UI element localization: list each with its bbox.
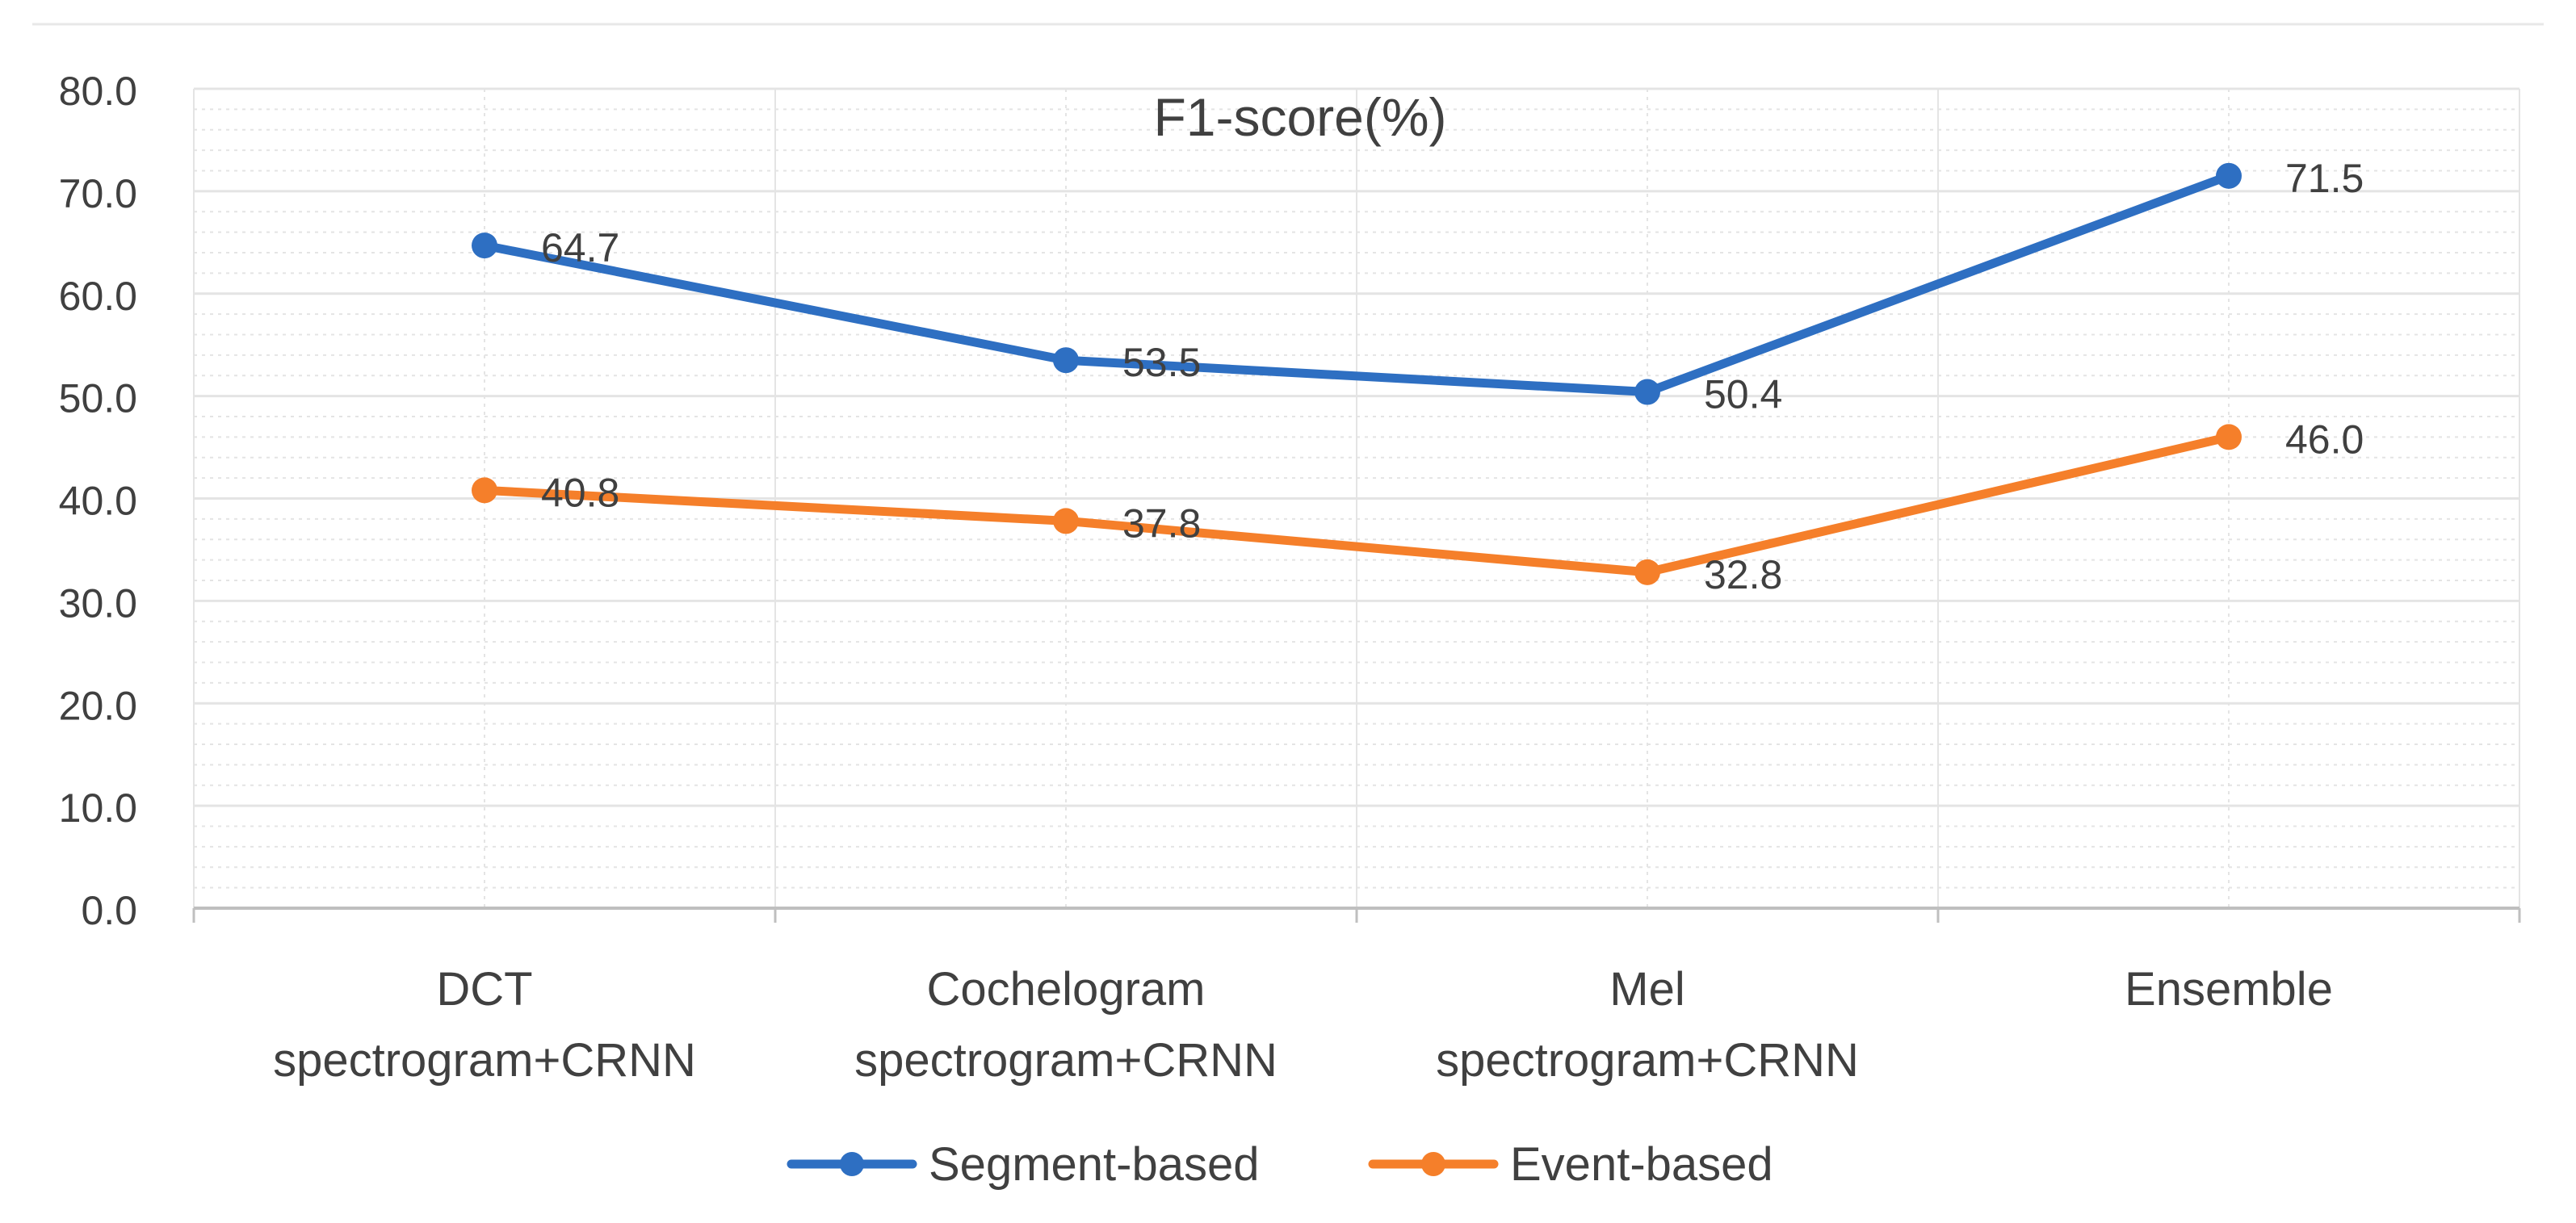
- data-point[interactable]: [472, 477, 497, 504]
- data-label: 64.7: [541, 225, 619, 270]
- data-label: 32.8: [1704, 552, 1782, 597]
- data-point[interactable]: [1634, 559, 1660, 585]
- data-point[interactable]: [1634, 379, 1660, 405]
- x-tick-label: Cochelogram: [927, 963, 1206, 1016]
- x-tick-label: spectrogram+CRNN: [1436, 1034, 1859, 1087]
- y-tick-label: 40.0: [59, 479, 137, 524]
- series-line: [480, 432, 2234, 577]
- series-event-based: 40.8 37.8 32.8 46.0: [472, 417, 2364, 597]
- data-point[interactable]: [1053, 508, 1079, 534]
- data-point[interactable]: [2216, 424, 2242, 450]
- legend: Segment-based Event-based: [787, 1138, 1773, 1191]
- data-point[interactable]: [472, 232, 497, 259]
- data-label: 50.4: [1704, 372, 1782, 417]
- legend-item[interactable]: Segment-based: [787, 1138, 1259, 1191]
- y-tick-label: 60.0: [59, 274, 137, 319]
- y-tick-label: 30.0: [59, 580, 137, 626]
- y-tick-label: 20.0: [59, 683, 137, 728]
- data-point[interactable]: [2216, 162, 2242, 189]
- legend-label: Event-based: [1510, 1138, 1773, 1191]
- legend-item[interactable]: Event-based: [1368, 1138, 1773, 1191]
- legend-label: Segment-based: [929, 1138, 1259, 1191]
- series-segment-based: 64.7 53.5 50.4 71.5: [472, 156, 2364, 417]
- data-label: 46.0: [2285, 417, 2364, 462]
- x-tick-label: spectrogram+CRNN: [273, 1034, 696, 1087]
- y-tick-label: 10.0: [59, 785, 137, 831]
- x-tick-label: spectrogram+CRNN: [854, 1034, 1278, 1087]
- y-tick-label: 50.0: [59, 376, 137, 421]
- x-tick-label: DCT: [436, 963, 532, 1016]
- x-tick-label: Ensemble: [2125, 963, 2333, 1016]
- series: 64.7 53.5 50.4 71.5 40.8 37.8 32.8 46.0: [472, 156, 2364, 597]
- legend-marker: [840, 1152, 864, 1176]
- x-axis-ticks: DCT spectrogram+CRNN Cochelogram spectrogra…: [273, 963, 2333, 1087]
- x-tick-label: Mel: [1609, 963, 1684, 1016]
- y-tick-label: 80.0: [59, 69, 137, 114]
- chart-title: F1-score(%): [1153, 87, 1446, 147]
- y-tick-label: 70.0: [59, 171, 137, 216]
- data-label: 71.5: [2285, 156, 2364, 201]
- y-axis-ticks: 0.0 10.0 20.0 30.0 40.0 50.0 60.0 70.0 80.0: [59, 69, 137, 933]
- data-label: 53.5: [1122, 340, 1201, 385]
- data-label: 40.8: [541, 470, 619, 515]
- data-point[interactable]: [1053, 347, 1079, 374]
- legend-marker: [1421, 1152, 1445, 1176]
- data-label: 37.8: [1122, 501, 1201, 546]
- y-tick-label: 0.0: [81, 888, 137, 933]
- series-line: [480, 171, 2234, 397]
